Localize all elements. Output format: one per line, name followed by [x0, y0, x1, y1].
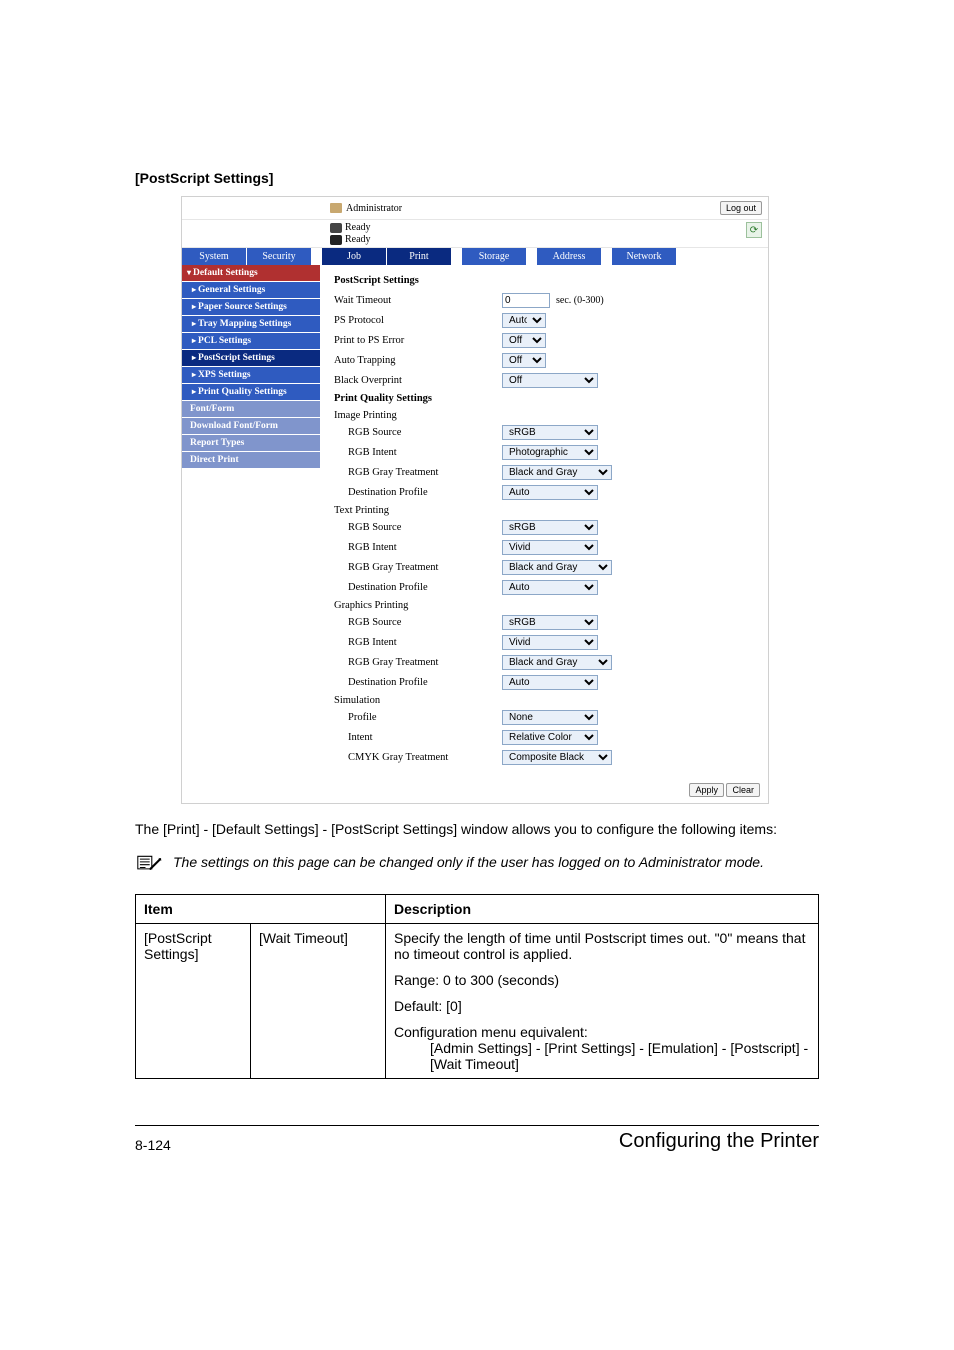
note-icon: [135, 853, 163, 880]
description-table: Item Description [PostScript Settings] […: [135, 894, 819, 1079]
select-gfx-rgb-intent[interactable]: Vivid: [502, 635, 598, 650]
content-heading-pq: Print Quality Settings: [334, 393, 760, 404]
tab-print[interactable]: Print: [387, 248, 452, 265]
content-pane: PostScript Settings Wait Timeout sec. (0…: [320, 265, 768, 777]
subhead-text-printing: Text Printing: [334, 505, 760, 516]
note-text: The settings on this page can be changed…: [173, 853, 764, 872]
sidebar-item-direct[interactable]: Direct Print: [182, 452, 320, 469]
label-gfx-dest-profile: Destination Profile: [334, 677, 502, 688]
select-black-overprint[interactable]: Off: [502, 373, 598, 388]
label-gfx-rgb-gray: RGB Gray Treatment: [334, 657, 502, 668]
select-sim-profile[interactable]: None: [502, 710, 598, 725]
toner-icon: [330, 235, 342, 245]
desc-p1: Specify the length of time until Postscr…: [394, 930, 810, 962]
tab-network[interactable]: Network: [612, 248, 677, 265]
label-wait-timeout: Wait Timeout: [334, 295, 502, 306]
subhead-image-printing: Image Printing: [334, 410, 760, 421]
select-gfx-rgb-source[interactable]: sRGB: [502, 615, 598, 630]
app-screenshot: Administrator Log out Ready Ready ⟳ Syst…: [181, 196, 769, 804]
label-img-rgb-source: RGB Source: [334, 427, 502, 438]
label-txt-rgb-gray: RGB Gray Treatment: [334, 562, 502, 573]
sidebar-item-download-font[interactable]: Download Font/Form: [182, 418, 320, 435]
select-img-rgb-intent[interactable]: Photographic: [502, 445, 598, 460]
tab-security[interactable]: Security: [247, 248, 312, 265]
tab-job[interactable]: Job: [322, 248, 387, 265]
select-txt-rgb-gray[interactable]: Black and Gray: [502, 560, 612, 575]
sidebar-item-pcl[interactable]: PCL Settings: [182, 333, 320, 350]
apply-button[interactable]: Apply: [689, 783, 724, 797]
sidebar-item-font[interactable]: Font/Form: [182, 401, 320, 418]
th-description: Description: [386, 894, 819, 923]
subhead-simulation: Simulation: [334, 695, 760, 706]
admin-icon: [330, 203, 342, 213]
body-text: The [Print] - [Default Settings] - [Post…: [135, 820, 819, 839]
label-gfx-rgb-source: RGB Source: [334, 617, 502, 628]
sidebar-item-xps[interactable]: XPS Settings: [182, 367, 320, 384]
tab-address[interactable]: Address: [537, 248, 602, 265]
select-ps-protocol[interactable]: Auto: [502, 313, 546, 328]
logout-button[interactable]: Log out: [720, 201, 762, 215]
footer-title: Configuring the Printer: [619, 1130, 819, 1153]
desc-p3: Default: [0]: [394, 998, 810, 1014]
select-img-rgb-source[interactable]: sRGB: [502, 425, 598, 440]
main-tabs: System Security Job Print Storage Addres…: [182, 248, 768, 265]
label-txt-rgb-intent: RGB Intent: [334, 542, 502, 553]
label-img-rgb-gray: RGB Gray Treatment: [334, 467, 502, 478]
label-img-rgb-intent: RGB Intent: [334, 447, 502, 458]
select-auto-trapping[interactable]: Off: [502, 353, 546, 368]
desc-p2: Range: 0 to 300 (seconds): [394, 972, 810, 988]
desc-p4-title: Configuration menu equivalent:: [394, 1024, 588, 1040]
sidebar-item-tray[interactable]: Tray Mapping Settings: [182, 316, 320, 333]
select-sim-intent[interactable]: Relative Color: [502, 730, 598, 745]
sidebar-item-pq[interactable]: Print Quality Settings: [182, 384, 320, 401]
tab-storage[interactable]: Storage: [462, 248, 527, 265]
admin-label: Administrator: [346, 203, 402, 214]
select-txt-rgb-source[interactable]: sRGB: [502, 520, 598, 535]
th-item: Item: [136, 894, 386, 923]
page-number: 8-124: [135, 1137, 171, 1153]
select-img-rgb-gray[interactable]: Black and Gray: [502, 465, 612, 480]
label-txt-dest-profile: Destination Profile: [334, 582, 502, 593]
clear-button[interactable]: Clear: [726, 783, 760, 797]
select-print-ps-error[interactable]: Off: [502, 333, 546, 348]
label-black-overprint: Black Overprint: [334, 375, 502, 386]
refresh-icon[interactable]: ⟳: [746, 222, 762, 238]
label-sim-intent: Intent: [334, 732, 502, 743]
sidebar-item-report[interactable]: Report Types: [182, 435, 320, 452]
label-sim-profile: Profile: [334, 712, 502, 723]
cell-item-group: [PostScript Settings]: [136, 923, 251, 1078]
select-gfx-rgb-gray[interactable]: Black and Gray: [502, 655, 612, 670]
sidebar-item-paper[interactable]: Paper Source Settings: [182, 299, 320, 316]
label-txt-rgb-source: RGB Source: [334, 522, 502, 533]
section-title: [PostScript Settings]: [135, 170, 819, 186]
label-gfx-rgb-intent: RGB Intent: [334, 637, 502, 648]
select-img-dest-profile[interactable]: Auto: [502, 485, 598, 500]
label-ps-protocol: PS Protocol: [334, 315, 502, 326]
status-ready-2: Ready: [345, 234, 371, 245]
label-print-ps-error: Print to PS Error: [334, 335, 502, 346]
label-img-dest-profile: Destination Profile: [334, 487, 502, 498]
printer-icon: [330, 223, 342, 233]
cell-item-name: [Wait Timeout]: [251, 923, 386, 1078]
desc-p4-path: [Admin Settings] - [Print Settings] - [E…: [394, 1040, 810, 1072]
sidebar-header[interactable]: Default Settings: [182, 265, 320, 282]
sidebar-item-postscript[interactable]: PostScript Settings: [182, 350, 320, 367]
cell-description: Specify the length of time until Postscr…: [386, 923, 819, 1078]
sidebar: Default Settings General Settings Paper …: [182, 265, 320, 777]
subhead-graphics-printing: Graphics Printing: [334, 600, 760, 611]
sidebar-item-general[interactable]: General Settings: [182, 282, 320, 299]
select-gfx-dest-profile[interactable]: Auto: [502, 675, 598, 690]
label-sim-cmyk-gray: CMYK Gray Treatment: [334, 752, 502, 763]
select-sim-cmyk-gray[interactable]: Composite Black: [502, 750, 612, 765]
status-ready-1: Ready: [345, 222, 371, 233]
note-wait-range: sec. (0-300): [556, 295, 604, 306]
label-auto-trapping: Auto Trapping: [334, 355, 502, 366]
select-txt-dest-profile[interactable]: Auto: [502, 580, 598, 595]
tab-system[interactable]: System: [182, 248, 247, 265]
content-heading-ps: PostScript Settings: [334, 275, 760, 286]
input-wait-timeout[interactable]: [502, 293, 550, 308]
select-txt-rgb-intent[interactable]: Vivid: [502, 540, 598, 555]
